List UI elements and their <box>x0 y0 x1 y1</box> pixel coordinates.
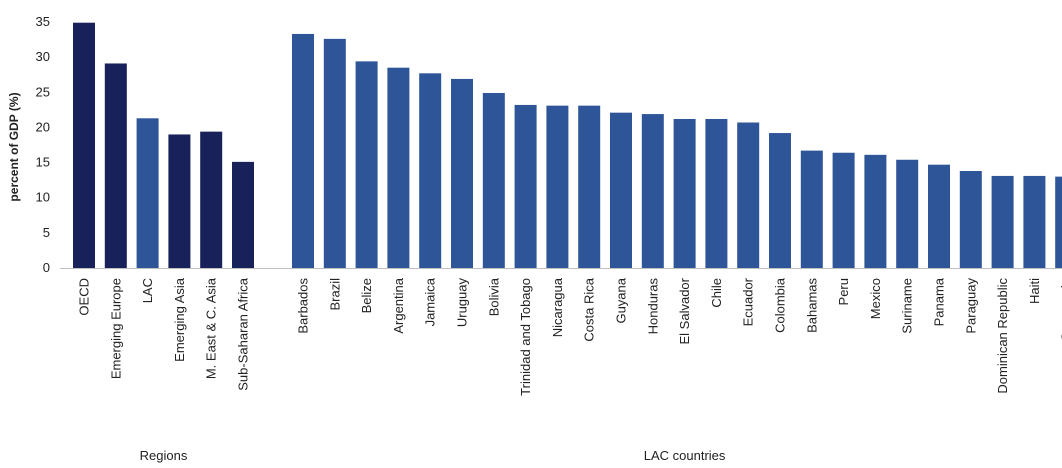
x-tick-label: Sub-Saharan Africa <box>236 277 251 391</box>
x-tick-label: Suriname <box>900 278 915 334</box>
y-tick-label: 15 <box>36 155 50 170</box>
x-tick-label: Brazil <box>327 278 342 311</box>
bar <box>387 67 410 268</box>
bar <box>168 134 191 268</box>
y-tick-label: 5 <box>43 225 50 240</box>
x-tick-label: Guatemala <box>1059 277 1062 341</box>
x-tick-label: Dominican Republic <box>995 278 1010 394</box>
x-tick-label: Costa Rica <box>582 277 597 341</box>
bar <box>514 104 537 269</box>
x-tick-label: Bolivia <box>486 277 501 316</box>
x-tick-label: Haiti <box>1027 278 1042 304</box>
bar <box>864 154 887 268</box>
bar <box>769 133 791 268</box>
bar <box>832 152 855 268</box>
x-tick-label: Colombia <box>773 277 788 333</box>
x-tick-label: Uruguay <box>455 278 470 328</box>
y-tick-label: 35 <box>36 14 50 29</box>
y-tick-label: 0 <box>43 260 50 275</box>
bar <box>200 131 223 268</box>
bar <box>232 161 254 268</box>
x-tick-label: Emerging Asia <box>172 277 187 362</box>
x-tick-label: Panama <box>932 277 947 326</box>
bar <box>705 118 728 268</box>
bar <box>737 122 760 268</box>
group-labels: Regions LAC countries <box>140 448 726 463</box>
y-tick-label: 20 <box>36 119 50 134</box>
bar <box>482 92 505 268</box>
x-tick-label: Belize <box>359 278 374 313</box>
x-tick-label: Bahamas <box>804 278 819 333</box>
bar <box>451 78 473 268</box>
bar <box>928 164 950 268</box>
x-tick-label: OECD <box>77 278 92 316</box>
x-tick-label: Paraguay <box>963 278 978 334</box>
bar <box>578 105 601 268</box>
y-axis-title: percent of GDP (%) <box>7 92 21 201</box>
bar <box>419 73 442 269</box>
group-label: LAC countries <box>644 448 726 463</box>
x-tick-label: Guyana <box>614 277 629 323</box>
x-tick-label: LAC <box>140 278 155 303</box>
bar <box>673 118 696 268</box>
bar <box>1055 176 1062 268</box>
x-tick-label: Jamaica <box>423 277 438 326</box>
bar <box>292 33 314 268</box>
x-tick-label: Argentina <box>391 277 406 333</box>
y-tick-label: 10 <box>36 190 50 205</box>
x-tick-label: Barbados <box>296 278 311 334</box>
x-tick-label: Emerging Europe <box>108 278 123 379</box>
category-labels: OECD Emerging Europe LAC Emerging Asia M. Ea… <box>77 277 1062 396</box>
x-tick-label: Trinidad and Tobago <box>518 278 533 396</box>
group-label: Regions <box>140 448 188 463</box>
y-axis: 0 5 10 15 20 25 30 35 <box>36 14 50 275</box>
x-tick-label: Nicaragua <box>550 277 565 337</box>
x-tick-label: Mexico <box>868 278 883 319</box>
x-tick-label: M. East & C. Asia <box>204 277 219 379</box>
bar <box>1023 175 1046 268</box>
bar <box>104 63 127 269</box>
bar <box>355 61 378 268</box>
y-tick-label: 25 <box>36 84 50 99</box>
bar <box>800 150 823 268</box>
bar <box>641 114 664 269</box>
x-tick-label: El Salvador <box>677 277 692 344</box>
x-tick-label: Peru <box>836 278 851 305</box>
bar <box>546 105 569 268</box>
x-tick-label: Chile <box>709 278 724 308</box>
bar <box>73 22 95 269</box>
bar <box>610 112 632 268</box>
bar <box>991 175 1014 268</box>
bars <box>73 22 1062 269</box>
x-tick-label: Honduras <box>645 278 660 335</box>
bar <box>959 171 982 268</box>
bar <box>896 159 919 268</box>
y-tick-label: 30 <box>36 49 50 64</box>
x-tick-label: Ecuador <box>741 277 756 326</box>
bar <box>323 38 346 268</box>
bar <box>136 118 159 268</box>
